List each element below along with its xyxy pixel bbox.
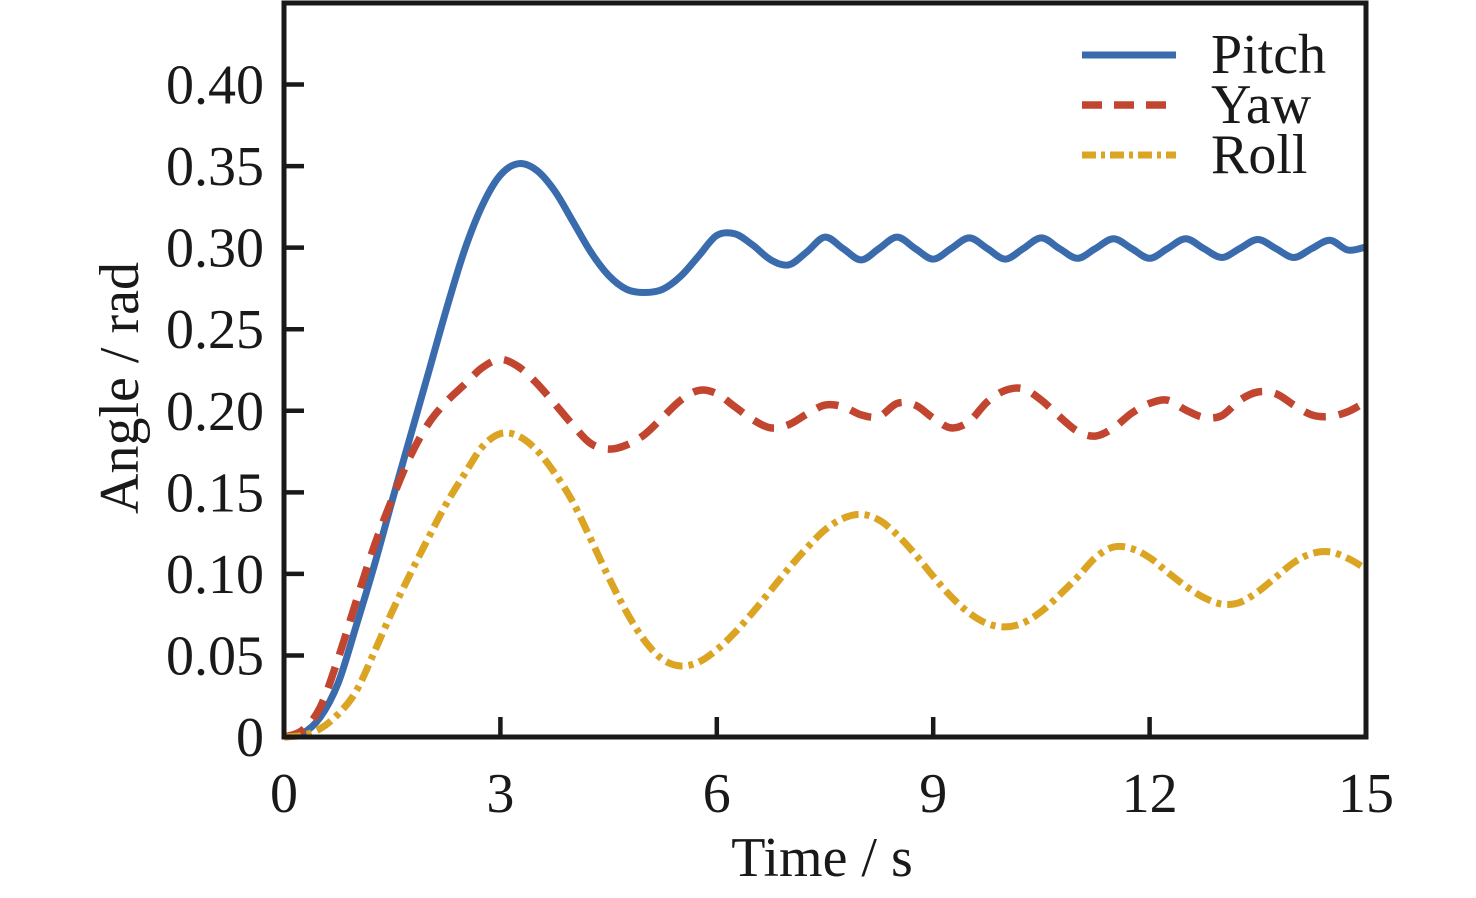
plot-box [281,0,1369,740]
yaw-line-swatch-icon [1082,101,1176,109]
legend-label-pitch: Pitch [1211,24,1327,86]
legend-item-pitch: Pitch [1081,24,1327,86]
y-tick-label-0: 0 [236,707,264,769]
x-tick-label-0: 0 [270,763,298,825]
legend-label-yaw: Yaw [1211,74,1312,136]
yaw-curve [282,355,1368,741]
pitch-line-swatch-icon [1082,51,1176,59]
pitch-curve [283,160,1367,741]
x-axis-label: Time / s [731,827,913,889]
y-tick-label-0.15: 0.15 [166,462,264,524]
legend: Pitch Yaw Roll [1081,24,1327,186]
y-tick-label-0.35: 0.35 [166,136,264,198]
legend-item-yaw: Yaw [1081,74,1326,136]
roll-line-swatch-icon [1082,151,1176,159]
y-tick-label-0.25: 0.25 [166,299,264,361]
legend-label-roll: Roll [1211,124,1308,186]
y-tick-label-0.10: 0.10 [166,544,264,606]
legend-item-roll: Roll [1081,124,1326,186]
x-tick-label-6: 6 [703,763,731,825]
roll-curve [283,429,1368,741]
x-tick-label-12: 12 [1122,763,1178,825]
x-tick-label-3: 3 [486,763,514,825]
x-tick-label-15: 15 [1338,763,1394,825]
y-axis-label: Angle / rad [89,262,151,514]
y-tick-label-0.20: 0.20 [166,381,264,443]
y-tick-label-0.30: 0.30 [166,218,264,280]
y-tick-label-0.40: 0.40 [166,55,264,117]
y-tick-label-0.05: 0.05 [166,625,264,687]
x-tick-label-9: 9 [919,763,947,825]
